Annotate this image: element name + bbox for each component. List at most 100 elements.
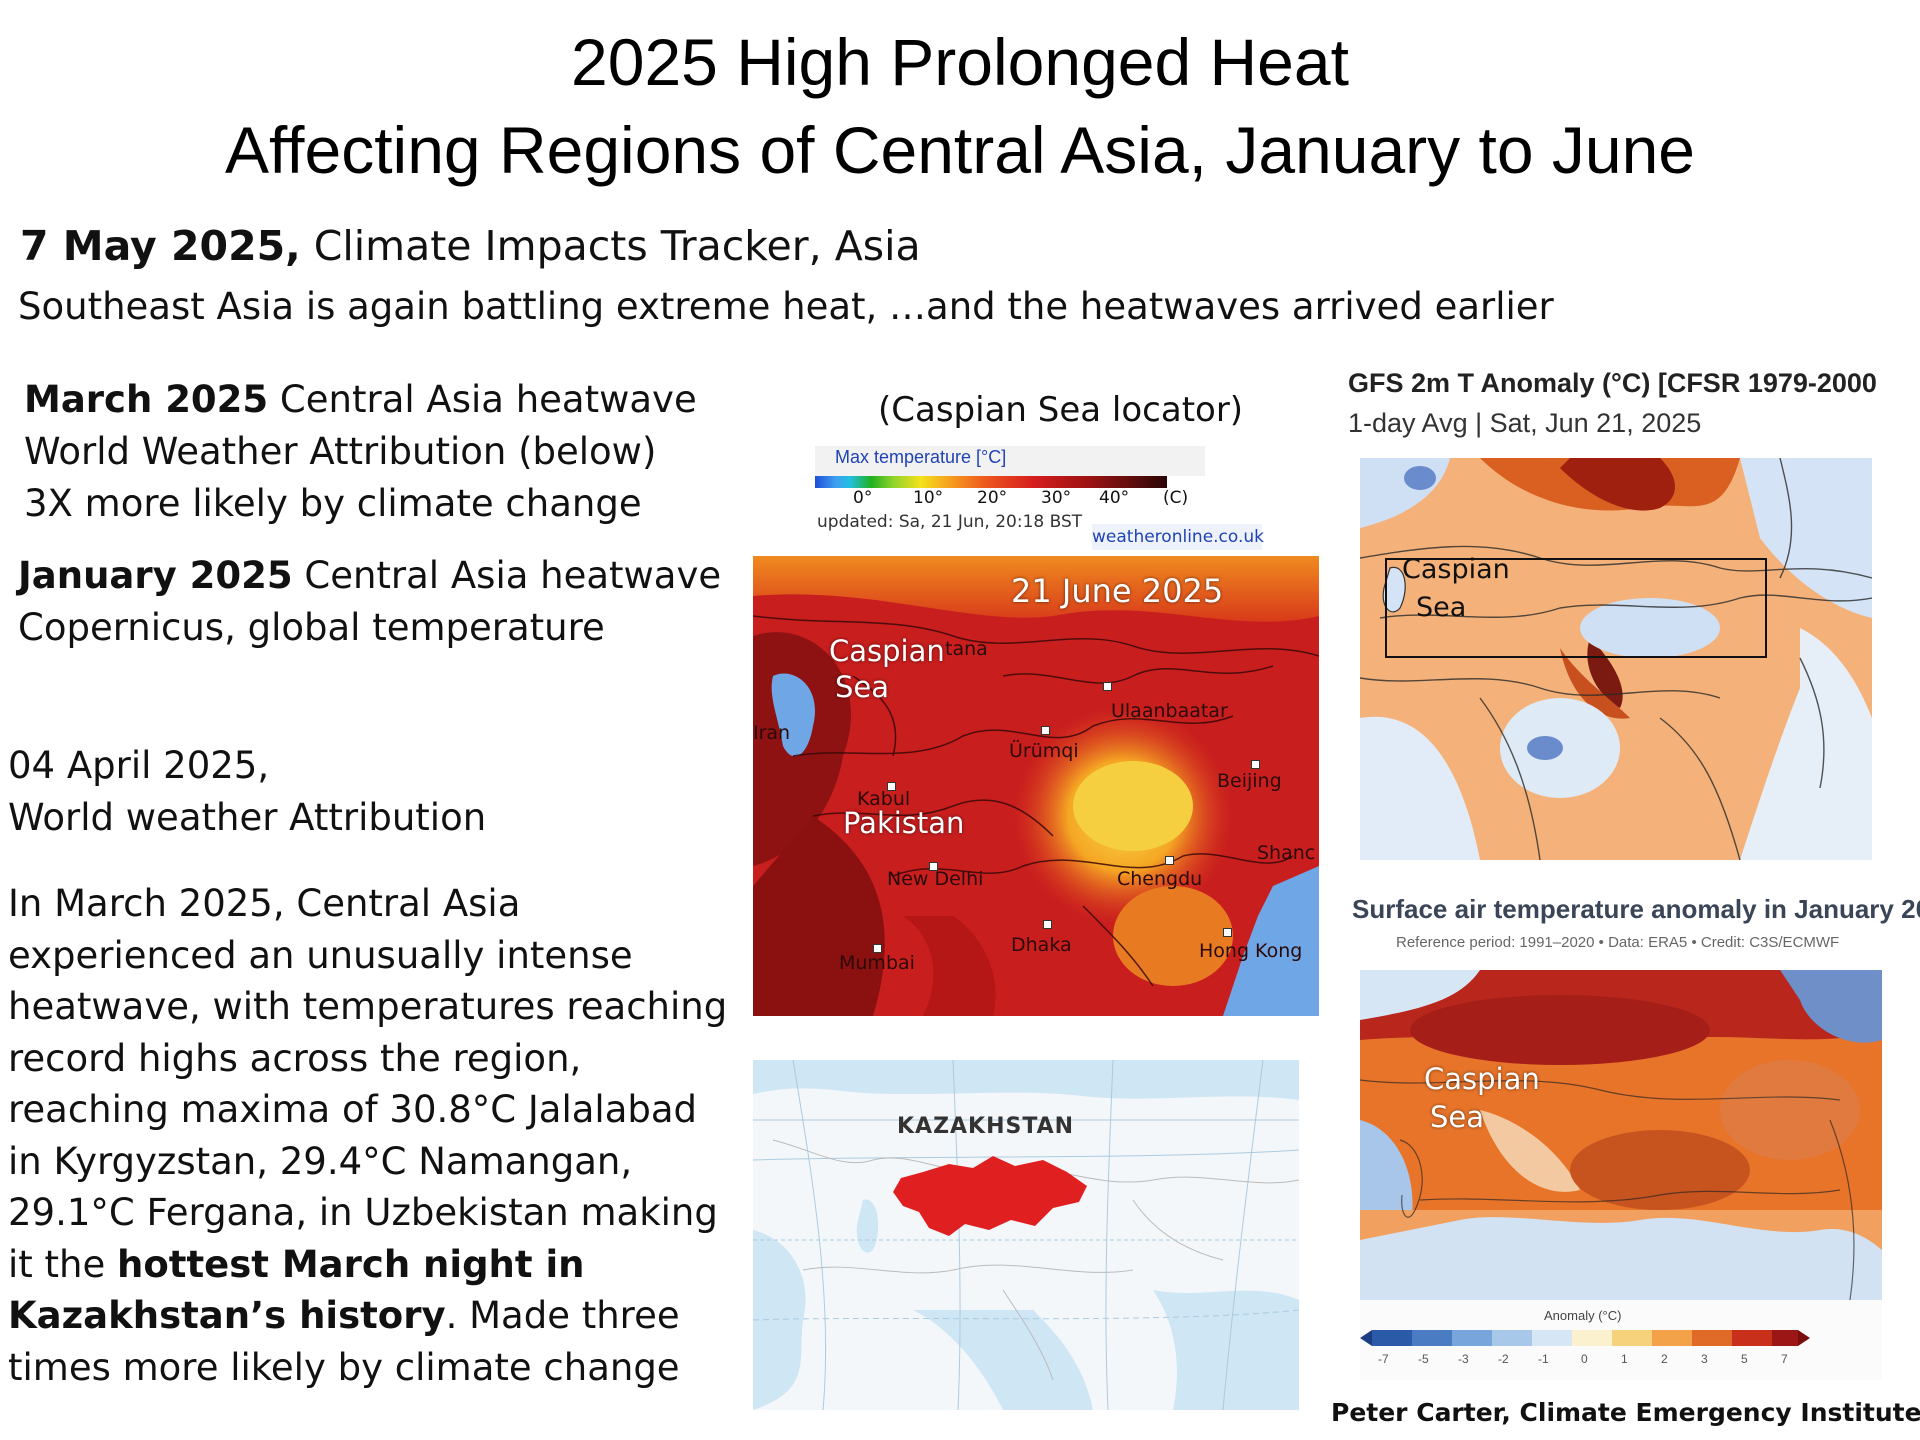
copernicus-subtitle: Reference period: 1991–2020 • Data: ERA5… <box>1396 934 1840 951</box>
city-marker <box>929 862 938 871</box>
city-urumqi: Ürümqi <box>1009 740 1079 762</box>
january-heading: Central Asia heatwave <box>292 554 722 597</box>
max-temp-legend-title: Max temperature [°C] <box>835 447 1007 467</box>
scale-label: 0° <box>853 488 873 508</box>
copernicus-scale-labels: -7 -5 -3 -2 -1 0 1 2 3 5 7 <box>1360 1352 1810 1368</box>
copernicus-anomaly-map: Caspian Sea <box>1360 970 1882 1300</box>
scale-label: -1 <box>1538 1352 1549 1366</box>
body-emphasis: hottest March night in <box>117 1242 585 1286</box>
body-line: Kazakhstan’s history. Made three <box>8 1290 727 1342</box>
gfs-caspian-label-1: Caspian <box>1402 554 1510 585</box>
city-chengdu: Chengdu <box>1117 868 1203 890</box>
scale-label: 2 <box>1661 1352 1668 1366</box>
scale-label: 5 <box>1741 1352 1748 1366</box>
scale-label: 0 <box>1581 1352 1588 1366</box>
body-line: record highs across the region, <box>8 1036 582 1080</box>
city-beijing: Beijing <box>1217 770 1282 792</box>
gfs-subtitle: 1-day Avg | Sat, Jun 21, 2025 <box>1348 408 1702 438</box>
map-updated-text: updated: Sa, 21 Jun, 20:18 BST <box>817 512 1083 532</box>
city-marker <box>1041 726 1050 735</box>
caspian-locator-caption: (Caspian Sea locator) <box>878 390 1244 430</box>
intro-line-1: 7 May 2025, Climate Impacts Tracker, Asi… <box>20 222 921 270</box>
weatheronline-site-link[interactable]: weatheronline.co.uk <box>1092 524 1264 550</box>
pakistan-label: Pakistan <box>843 806 965 840</box>
city-iran: Iran <box>753 722 791 744</box>
max-temperature-map-graphic <box>753 556 1319 1016</box>
scale-label: -7 <box>1378 1352 1389 1366</box>
kazakhstan-label: KAZAKHSTAN <box>897 1114 1075 1139</box>
body-text: . Made three <box>445 1294 680 1337</box>
city-marker <box>1165 856 1174 865</box>
body-line: in Kyrgyzstan, 29.4°C Namangan, <box>8 1139 633 1183</box>
city-marker <box>873 944 882 953</box>
april-line-1: 04 April 2025, <box>8 744 270 787</box>
scale-label: 40° <box>1099 488 1130 508</box>
caspian-label-line-1: Caspian <box>829 634 945 668</box>
march-line-2: World Weather Attribution (below) <box>24 430 657 473</box>
march-block: March 2025 Central Asia heatwave World W… <box>24 374 697 530</box>
january-date: January 2025 <box>18 554 293 597</box>
copernicus-caspian-label-2: Sea <box>1430 1100 1485 1134</box>
april-block: 04 April 2025, World weather Attribution <box>8 740 486 844</box>
copernicus-title: Surface air temperature anomaly in Janua… <box>1352 894 1920 924</box>
city-marker <box>1223 928 1232 937</box>
copernicus-legend: Anomaly (°C) -7 -5 -3 -2 -1 0 1 2 3 5 7 <box>1360 1300 1882 1380</box>
body-line: reaching maxima of 30.8°C Jalalabad <box>8 1088 698 1131</box>
body-paragraph: In March 2025, Central Asia experienced … <box>8 878 727 1393</box>
scale-label: 30° <box>1041 488 1072 508</box>
body-line: heatwave, with temperatures reaching <box>8 985 728 1028</box>
kazakhstan-locator-map: KAZAKHSTAN <box>753 1060 1299 1410</box>
city-ulaanbaatar: Ulaanbaatar <box>1111 700 1228 722</box>
max-temp-color-scale <box>815 476 1167 488</box>
scale-label: 7 <box>1781 1352 1788 1366</box>
scale-label: 1 <box>1621 1352 1628 1366</box>
april-line-2: World weather Attribution <box>8 796 487 839</box>
march-heading: Central Asia heatwave <box>268 378 697 421</box>
slide-title-line-2: Affecting Regions of Central Asia, Janua… <box>225 113 1695 187</box>
max-temp-scale-labels: 0° 10° 20° 30° 40° (C) <box>853 488 1193 510</box>
city-marker <box>1103 682 1112 691</box>
city-astana: tana <box>945 638 988 660</box>
caspian-label-line-2: Sea <box>835 670 890 704</box>
copernicus-caspian-label-1: Caspian <box>1424 1062 1540 1096</box>
gfs-anomaly-map: Caspian Sea <box>1360 458 1872 860</box>
intro-source: Climate Impacts Tracker, Asia <box>300 222 921 270</box>
kazakhstan-locator-graphic <box>753 1060 1299 1410</box>
city-hong-kong: Hong Kong <box>1199 940 1303 962</box>
gfs-title: GFS 2m T Anomaly (°C) [CFSR 1979-2000 <box>1348 368 1877 398</box>
gfs-caspian-label-2: Sea <box>1416 592 1467 623</box>
body-text: it the <box>8 1242 118 1286</box>
march-line-1: March 2025 Central Asia heatwave <box>24 374 697 426</box>
scale-label: -3 <box>1458 1352 1469 1366</box>
city-dhaka: Dhaka <box>1011 934 1072 956</box>
scale-label: 20° <box>977 488 1008 508</box>
scale-label: 10° <box>913 488 944 508</box>
copernicus-color-scale <box>1360 1330 1810 1346</box>
january-line-1: January 2025 Central Asia heatwave <box>18 550 721 602</box>
copernicus-anomaly-graphic <box>1360 970 1882 1300</box>
march-date: March 2025 <box>24 378 269 421</box>
january-block: January 2025 Central Asia heatwave Coper… <box>18 550 721 654</box>
city-marker <box>887 782 896 791</box>
max-temperature-map: 21 June 2025 Caspian Sea Pakistan tana I… <box>753 556 1319 1016</box>
body-line: 29.1°C Fergana, in Uzbekistan making <box>8 1191 718 1234</box>
city-marker <box>1043 920 1052 929</box>
scale-label: -2 <box>1498 1352 1509 1366</box>
body-line: In March 2025, Central Asia <box>8 882 521 925</box>
city-kabul: Kabul <box>857 788 911 810</box>
author-credit: Peter Carter, Climate Emergency Institut… <box>1331 1398 1920 1427</box>
city-mumbai: Mumbai <box>839 952 915 974</box>
scale-label: 3 <box>1701 1352 1708 1366</box>
gfs-anomaly-graphic <box>1360 458 1872 860</box>
max-temp-legend-header: Max temperature [°C] <box>815 446 1205 476</box>
scale-label: (C) <box>1163 488 1189 508</box>
gfs-region-box <box>1385 558 1767 658</box>
intro-date: 7 May 2025, <box>20 222 301 270</box>
intro-line-2: Southeast Asia is again battling extreme… <box>18 285 1554 328</box>
map-date-label: 21 June 2025 <box>1011 572 1224 610</box>
january-line-2: Copernicus, global temperature <box>18 606 605 649</box>
slide-title-line-1: 2025 High Prolonged Heat <box>571 25 1349 99</box>
march-line-3: 3X more likely by climate change <box>24 482 642 525</box>
city-marker <box>1251 760 1260 769</box>
copernicus-legend-title: Anomaly (°C) <box>1544 1308 1622 1323</box>
